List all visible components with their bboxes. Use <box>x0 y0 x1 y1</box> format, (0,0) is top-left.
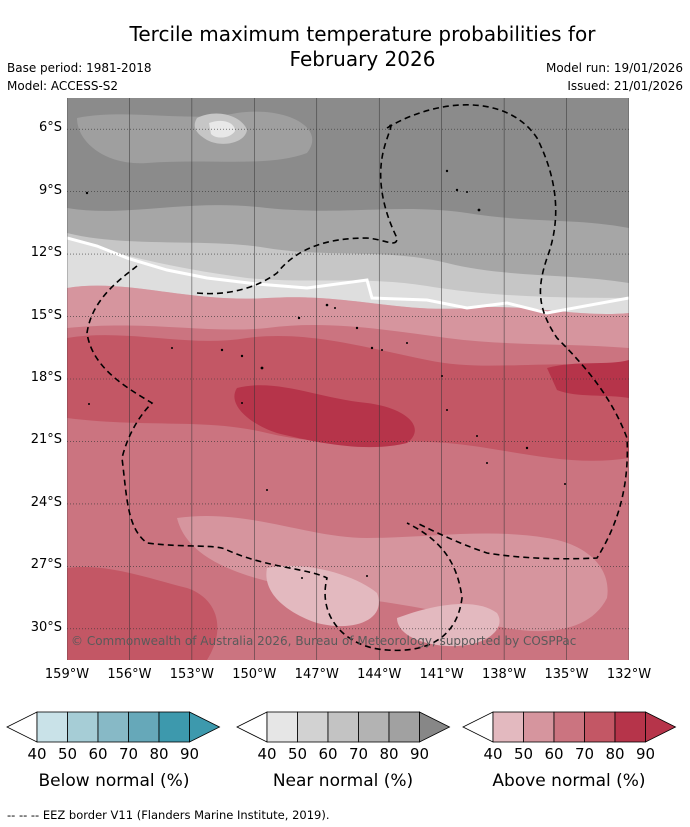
colorbar-tick-label: 80 <box>149 745 169 763</box>
colorbar-below-normal <box>6 711 221 743</box>
eez-border-east <box>386 104 629 560</box>
lat-tick-label: 15°S <box>30 307 62 323</box>
lon-tick-label: 147°W <box>294 667 339 682</box>
colorbar-tick-label: 70 <box>574 745 595 763</box>
colorbar-tick-label: 60 <box>88 745 108 763</box>
colorbar-tick-label: 40 <box>483 745 503 763</box>
near-above-boundary <box>67 236 629 315</box>
issued-text: Issued: 21/01/2026 <box>567 79 683 93</box>
copyright-text: © Commonwealth of Australia 2026, Bureau… <box>71 634 576 648</box>
colorbar-segment <box>584 711 616 743</box>
lat-tick-label: 30°S <box>30 619 62 635</box>
near-70-patch <box>77 111 313 164</box>
colorbar-segment <box>67 711 99 743</box>
colorbar-segment <box>128 711 160 743</box>
colorbar-near-normal <box>236 711 451 743</box>
above-90-region-east <box>547 360 629 398</box>
lat-tick-label: 12°S <box>30 245 62 261</box>
lon-tick-label: 156°W <box>107 667 152 682</box>
colorbar-segment <box>327 711 359 743</box>
eez-footnote: -- -- -- EEZ border V11 (Flanders Marine… <box>7 808 330 822</box>
colorbar-tick-label: 40 <box>257 745 277 763</box>
colorbar-segment <box>523 711 555 743</box>
colorbar-segment <box>614 711 646 743</box>
colorbar-above-normal <box>462 711 677 743</box>
colorbar-extend-low <box>462 711 494 743</box>
colorbar-segment <box>358 711 390 743</box>
meta-left: Base period: 1981-2018 Model: ACCESS-S2 <box>7 59 152 95</box>
colorbar-segment <box>492 711 524 743</box>
colorbar-legends <box>6 711 677 743</box>
colorbar-segment <box>553 711 585 743</box>
model-text: Model: ACCESS-S2 <box>7 79 119 93</box>
colorbar-tick-label: 90 <box>635 745 656 763</box>
colorbar-segment <box>388 711 420 743</box>
model-run-text: Model run: 19/01/2026 <box>545 61 683 75</box>
lon-tick-label: 159°W <box>44 667 90 682</box>
lon-tick-label: 144°W <box>357 667 402 682</box>
probability-map: © Commonwealth of Australia 2026, Bureau… <box>67 98 629 660</box>
above-normal-label: Above normal (%) <box>492 771 646 791</box>
above-80-region <box>67 335 629 461</box>
colorbar-tick-label: 80 <box>379 745 399 763</box>
lat-tick-label: 24°S <box>30 494 62 510</box>
graticule <box>67 98 629 660</box>
colorbar-segment <box>266 711 298 743</box>
near-lightest-band <box>67 238 629 315</box>
islands <box>85 169 566 579</box>
colorbar-extend-low <box>236 711 268 743</box>
meta-right: Model run: 19/01/2026 Issued: 21/01/2026 <box>546 59 683 95</box>
lat-tick-label: 9°S <box>38 182 62 198</box>
above-60-region-north <box>67 285 629 348</box>
colorbar-tick-label: 60 <box>318 745 338 763</box>
title-line-1: Tercile maximum temperature probabilitie… <box>129 22 596 46</box>
colorbar-tick-label: 50 <box>287 745 308 763</box>
colorbar-tick-label: 70 <box>118 745 139 763</box>
near-40-band <box>67 233 629 308</box>
above-50-region-se <box>397 603 500 647</box>
colorbar-extend-high <box>419 711 451 743</box>
colorbar-extend-high <box>189 711 221 743</box>
base-period-text: Base period: 1981-2018 <box>7 61 152 75</box>
colorbar-tick-label: 90 <box>179 745 200 763</box>
lon-tick-label: 141°W <box>419 667 464 682</box>
lat-tick-label: 27°S <box>30 557 62 573</box>
lon-tick-label: 150°W <box>232 667 277 682</box>
colorbar-segment <box>297 711 329 743</box>
lon-tick-label: 135°W <box>544 667 589 682</box>
colorbar-tick-label: 80 <box>605 745 625 763</box>
near-40-patch-small <box>209 120 235 138</box>
above-50-region <box>266 565 379 627</box>
lon-tick-label: 138°W <box>482 667 527 682</box>
colorbar-tick-label: 40 <box>27 745 47 763</box>
eez-border-north <box>196 124 398 295</box>
map-title: Tercile maximum temperature probabilitie… <box>0 22 690 72</box>
colorbar-tick-label: 60 <box>544 745 564 763</box>
title-line-2: February 2026 <box>289 47 436 71</box>
lon-tick-label: 153°W <box>169 667 214 682</box>
colorbar-extend-low <box>6 711 38 743</box>
colorbar-extend-high <box>645 711 677 743</box>
colorbar-tick-label: 50 <box>513 745 534 763</box>
below-normal-label: Below normal (%) <box>38 771 190 791</box>
above-90-region-sw <box>67 567 218 660</box>
eez-border-west <box>86 265 463 652</box>
colorbar-tick-label: 90 <box>409 745 430 763</box>
colorbar-tick-label: 70 <box>348 745 369 763</box>
above-60-region-south <box>177 515 608 632</box>
colorbar-tick-label: 50 <box>57 745 78 763</box>
lat-tick-label: 21°S <box>30 432 62 448</box>
colorbar-segment <box>158 711 190 743</box>
near-normal-label: Near normal (%) <box>272 771 414 791</box>
lon-tick-label: 132°W <box>606 667 652 682</box>
colorbar-segment <box>97 711 129 743</box>
lat-tick-label: 18°S <box>30 370 62 385</box>
above-90-region <box>234 385 415 448</box>
lat-tick-label: 6°S <box>38 120 62 136</box>
colorbar-segment <box>36 711 68 743</box>
